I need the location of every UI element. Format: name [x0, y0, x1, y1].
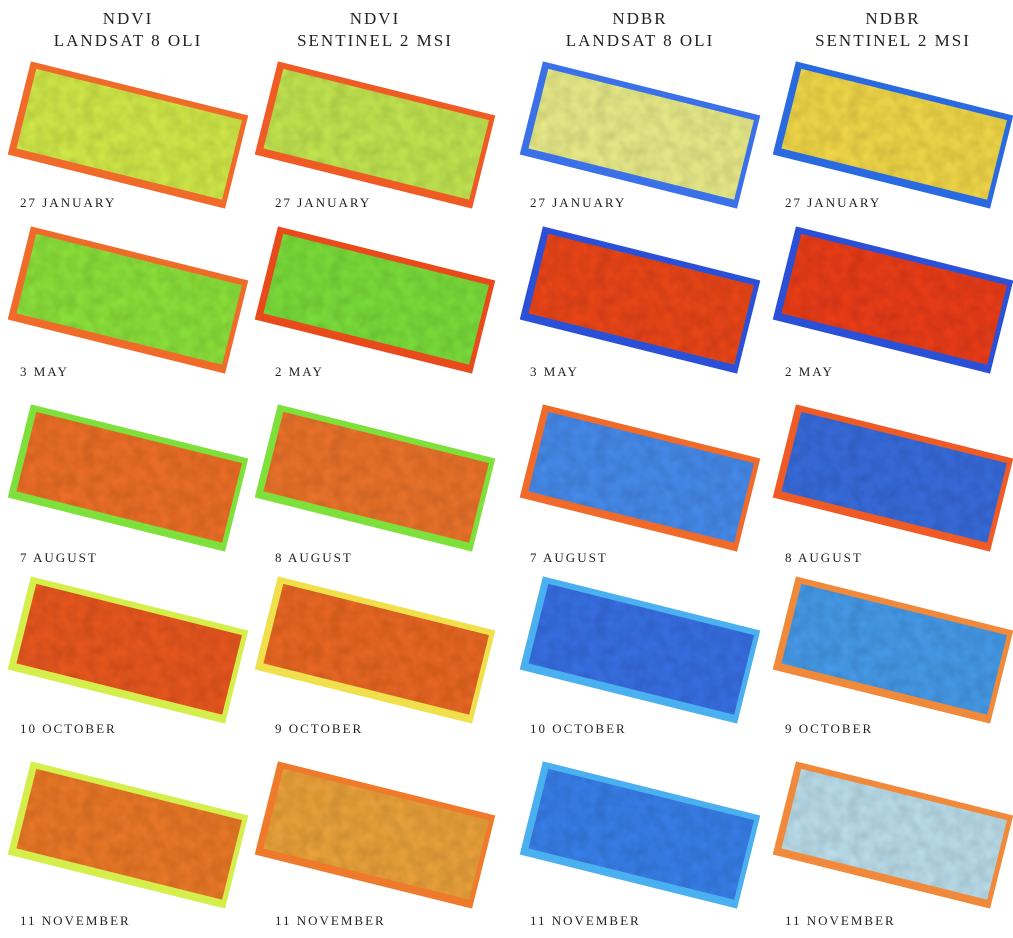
column-title: NDBR: [612, 9, 667, 28]
parcel-map: [8, 576, 249, 723]
date-label: 2 MAY: [275, 364, 324, 379]
parcel-map: [773, 61, 1013, 208]
date-label: 2 MAY: [785, 364, 834, 379]
date-label: 10 OCTOBER: [20, 721, 117, 736]
parcel-map: [773, 761, 1013, 908]
parcel-map: [255, 576, 496, 723]
date-label: 27 JANUARY: [20, 195, 116, 210]
parcel-map: [8, 761, 249, 908]
date-label: 27 JANUARY: [785, 195, 881, 210]
column-subtitle: SENTINEL 2 MSI: [815, 31, 971, 50]
column-title: NDVI: [350, 9, 401, 28]
parcel-map: [520, 404, 761, 551]
parcel-map: [520, 761, 761, 908]
date-label: 11 NOVEMBER: [275, 913, 386, 928]
date-label: 3 MAY: [530, 364, 579, 379]
column-subtitle: LANDSAT 8 OLI: [54, 31, 202, 50]
date-label: 8 AUGUST: [785, 550, 863, 565]
parcel-map: [520, 226, 761, 373]
column-subtitle: LANDSAT 8 OLI: [566, 31, 714, 50]
date-label: 8 AUGUST: [275, 550, 353, 565]
parcel-map: [773, 404, 1013, 551]
parcel-map: [255, 61, 496, 208]
parcel-map: [255, 404, 496, 551]
column-subtitle: SENTINEL 2 MSI: [297, 31, 453, 50]
parcel-map: [8, 404, 249, 551]
date-label: 3 MAY: [20, 364, 69, 379]
date-label: 10 OCTOBER: [530, 721, 627, 736]
figure: NDVI LANDSAT 8 OLI 27 JANUARY 3 MAY 7 AUGUST…: [0, 0, 1013, 938]
parcel-map: [773, 226, 1013, 373]
date-label: 11 NOVEMBER: [20, 913, 131, 928]
date-label: 9 OCTOBER: [785, 721, 873, 736]
parcel-map: [520, 61, 761, 208]
parcel-map: [8, 61, 249, 208]
parcel-map: [773, 576, 1013, 723]
date-label: 27 JANUARY: [530, 195, 626, 210]
date-label: 11 NOVEMBER: [530, 913, 641, 928]
date-label: 9 OCTOBER: [275, 721, 363, 736]
parcel-map: [520, 576, 761, 723]
date-label: 27 JANUARY: [275, 195, 371, 210]
date-label: 11 NOVEMBER: [785, 913, 896, 928]
column-title: NDVI: [103, 9, 154, 28]
parcel-map: [8, 226, 249, 373]
parcel-map: [255, 226, 496, 373]
parcel-map: [255, 761, 496, 908]
date-label: 7 AUGUST: [20, 550, 98, 565]
date-label: 7 AUGUST: [530, 550, 608, 565]
column-title: NDBR: [865, 9, 920, 28]
